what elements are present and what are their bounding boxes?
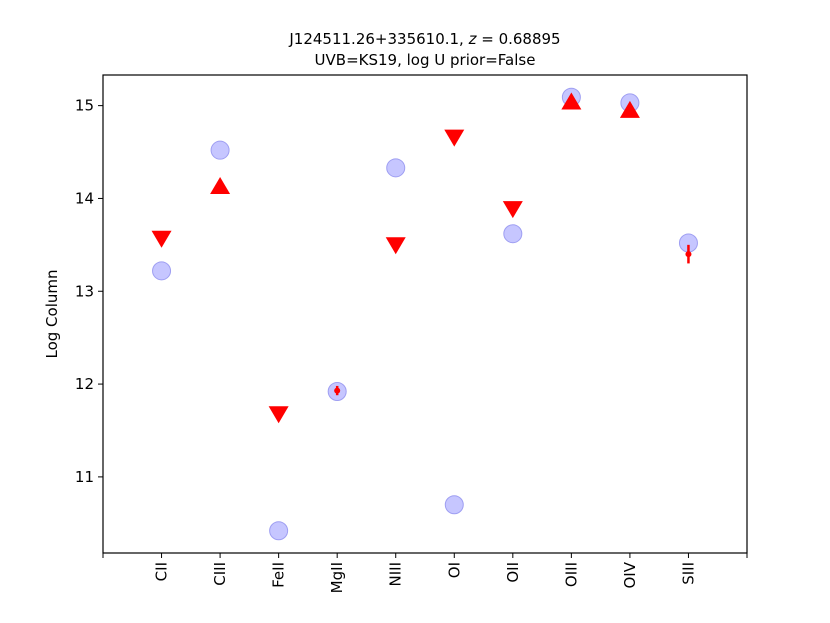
model-circle-niii (386, 158, 406, 178)
upper-limit-marker-niii (385, 237, 406, 255)
x-tick-label: OI (445, 562, 463, 578)
x-tick-label: OII (504, 562, 522, 583)
x-tick-label: SIII (679, 562, 697, 585)
upper-limit-marker-oii (502, 201, 523, 219)
detection-marker-mgii (334, 387, 341, 394)
detection-marker-siii (685, 251, 692, 258)
x-tick-label: CIII (211, 562, 229, 586)
x-tick-label: CII (153, 562, 171, 581)
lower-limit-marker-ciii (210, 176, 231, 194)
upper-limit-marker-feii (268, 406, 289, 424)
chart-title-line-2: UVB=KS19, log U prior=False (315, 51, 536, 69)
lower-limit-marker-oiv (619, 100, 640, 118)
x-tick-label: MgII (328, 562, 346, 593)
model-circle-oii (503, 224, 523, 244)
x-tick-label: FeII (270, 562, 288, 588)
chart-title: J124511.26+335610.1, z = 0.68895 UVB=KS1… (288, 30, 560, 69)
chart-title-line-1: J124511.26+335610.1, z = 0.68895 (288, 30, 560, 48)
y-tick-label: 14 (75, 189, 94, 207)
model-circle-oi (444, 495, 464, 515)
y-axis-label: Log Column (43, 269, 61, 358)
plot-frame (102, 74, 748, 554)
plot-area: 11 12 13 14 15 CII CIII FeII MgII NIII OI OII OIII OI… (75, 74, 748, 593)
y-tick-label: 12 (75, 375, 94, 393)
y-tick-label: 11 (75, 468, 94, 486)
model-circle-ciii (210, 140, 230, 160)
model-circle-feii (269, 521, 289, 541)
lower-limit-marker-oiii (561, 92, 582, 110)
y-tick-label: 13 (75, 282, 94, 300)
x-tick-label: NIII (387, 562, 405, 587)
x-tick-label: OIV (621, 561, 639, 588)
upper-limit-marker-oi (444, 129, 465, 147)
upper-limit-marker-cii (151, 230, 172, 248)
x-tick-label: OIII (562, 562, 580, 587)
model-circle-cii (152, 261, 172, 281)
y-tick-label: 15 (75, 97, 94, 115)
